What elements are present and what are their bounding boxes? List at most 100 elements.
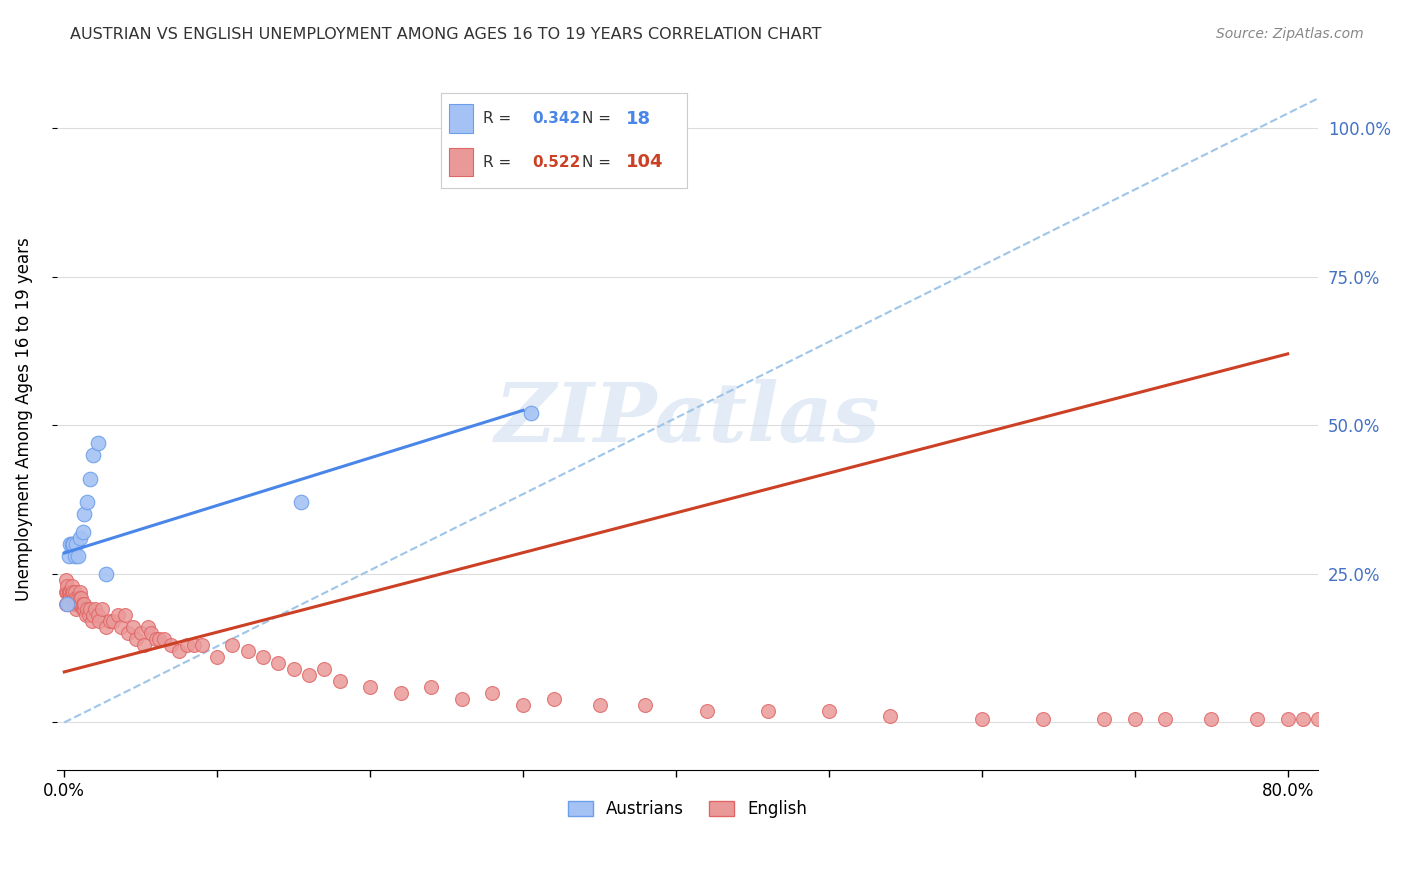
Point (58, 597, 80, 611)
Point (73, 602, 96, 616)
Point (82, 608, 104, 623)
Point (1246, 713, 1268, 727)
Point (69, 584, 91, 599)
Point (818, 704, 841, 718)
Point (66, 549, 89, 563)
Point (77, 608, 100, 623)
Point (72, 597, 94, 611)
Point (125, 632, 148, 647)
Point (63, 584, 86, 599)
Point (359, 680, 381, 694)
Point (283, 662, 305, 676)
Point (148, 632, 170, 647)
Point (60, 584, 83, 599)
Point (55, 584, 77, 599)
Point (114, 608, 136, 623)
Point (60, 537, 83, 551)
Point (58, 549, 80, 563)
Point (73, 597, 96, 611)
Point (236, 644, 259, 658)
Point (1154, 713, 1177, 727)
Point (66, 591, 89, 605)
Point (122, 620, 145, 634)
Point (451, 691, 474, 706)
Point (91, 602, 114, 616)
Point (63, 591, 86, 605)
Point (62, 537, 84, 551)
Point (183, 638, 205, 652)
Legend: Austrians, English: Austrians, English (561, 794, 814, 825)
Point (83, 602, 105, 616)
Point (696, 704, 718, 718)
Point (107, 608, 129, 623)
Point (512, 698, 534, 712)
Point (252, 650, 274, 665)
Point (60, 584, 83, 599)
Point (59, 584, 82, 599)
Point (117, 626, 139, 640)
Point (110, 620, 132, 634)
Point (543, 691, 565, 706)
Point (176, 638, 198, 652)
Point (66, 597, 89, 611)
Point (1032, 713, 1054, 727)
Text: ZIPatlas: ZIPatlas (495, 379, 880, 459)
Point (69, 531, 91, 545)
Point (69, 597, 91, 611)
Point (58, 591, 80, 605)
Point (80, 615, 103, 629)
Point (79, 602, 101, 616)
Point (60, 591, 83, 605)
Point (389, 686, 412, 700)
Y-axis label: Unemployment Among Ages 16 to 19 years: Unemployment Among Ages 16 to 19 years (15, 237, 32, 601)
Point (267, 656, 290, 670)
Point (1199, 713, 1222, 727)
Point (63, 549, 86, 563)
Point (1337, 713, 1360, 727)
Point (89, 615, 111, 629)
Point (58, 584, 80, 599)
Point (59, 591, 82, 605)
Point (73, 508, 96, 522)
Point (76, 495, 98, 509)
Point (56, 597, 79, 611)
Point (1123, 713, 1146, 727)
Point (1092, 713, 1115, 727)
Point (138, 620, 160, 634)
Point (59, 537, 82, 551)
Point (328, 673, 350, 688)
Point (59, 591, 82, 605)
Point (82, 448, 104, 462)
Point (481, 686, 503, 700)
Point (87, 436, 110, 450)
Point (879, 709, 901, 723)
Point (65, 602, 87, 616)
Point (56, 597, 79, 611)
Point (298, 668, 321, 682)
Point (72, 602, 94, 616)
Point (314, 662, 336, 676)
Point (1292, 713, 1315, 727)
Point (60, 579, 83, 593)
Point (205, 650, 228, 665)
Point (58, 584, 80, 599)
Point (970, 713, 993, 727)
Point (55, 573, 77, 587)
Point (94, 620, 117, 634)
Point (62, 597, 84, 611)
Text: Source: ZipAtlas.com: Source: ZipAtlas.com (1216, 27, 1364, 41)
Point (70, 591, 93, 605)
Point (56, 579, 79, 593)
Point (145, 632, 167, 647)
Point (65, 537, 87, 551)
Point (55, 597, 77, 611)
Point (191, 638, 214, 652)
Point (75, 608, 97, 623)
Point (221, 638, 243, 652)
Point (63, 597, 86, 611)
Point (62, 584, 84, 599)
Point (141, 626, 163, 640)
Point (87, 608, 110, 623)
Point (129, 626, 152, 640)
Point (59, 584, 82, 599)
